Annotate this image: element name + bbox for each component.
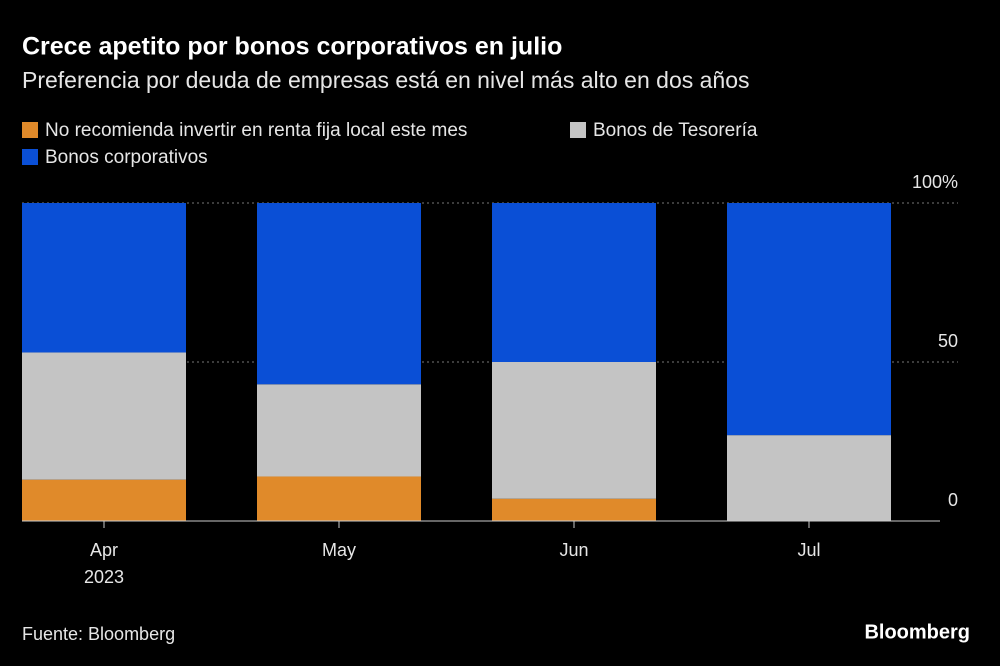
y-tick-label: 50 <box>938 331 958 351</box>
legend-label: Bonos de Tesorería <box>593 120 758 141</box>
bar-segment <box>22 203 186 353</box>
chart-subtitle: Preferencia por deuda de empresas está e… <box>22 67 750 93</box>
bar-segment <box>492 203 656 362</box>
bar-segment <box>257 384 421 477</box>
bar-segment <box>22 479 186 521</box>
x-tick-label: Apr <box>90 540 118 560</box>
y-tick-label: 100% <box>912 172 958 192</box>
y-tick-label: 0 <box>948 490 958 510</box>
logo: Bloomberg <box>864 621 970 643</box>
source: Fuente: Bloomberg <box>22 624 175 644</box>
bar-segment <box>727 203 891 436</box>
bar-segment <box>22 352 186 480</box>
x-tick-sublabel: 2023 <box>84 567 124 587</box>
chart-title: Crece apetito por bonos corporativos en … <box>22 33 562 61</box>
x-tick-label: Jul <box>797 540 820 560</box>
legend-label: No recomienda invertir en renta fija loc… <box>45 120 467 141</box>
bar-segment <box>492 362 656 499</box>
bar-segment <box>257 476 421 521</box>
bar-segment <box>257 203 421 385</box>
legend-swatch <box>570 122 586 138</box>
legend-label: Bonos corporativos <box>45 147 208 168</box>
legend-swatch <box>22 122 38 138</box>
bar-segment <box>727 435 891 521</box>
legend-swatch <box>22 149 38 165</box>
x-tick-label: May <box>322 540 356 560</box>
x-tick-label: Jun <box>559 540 588 560</box>
bar-segment <box>492 498 656 521</box>
